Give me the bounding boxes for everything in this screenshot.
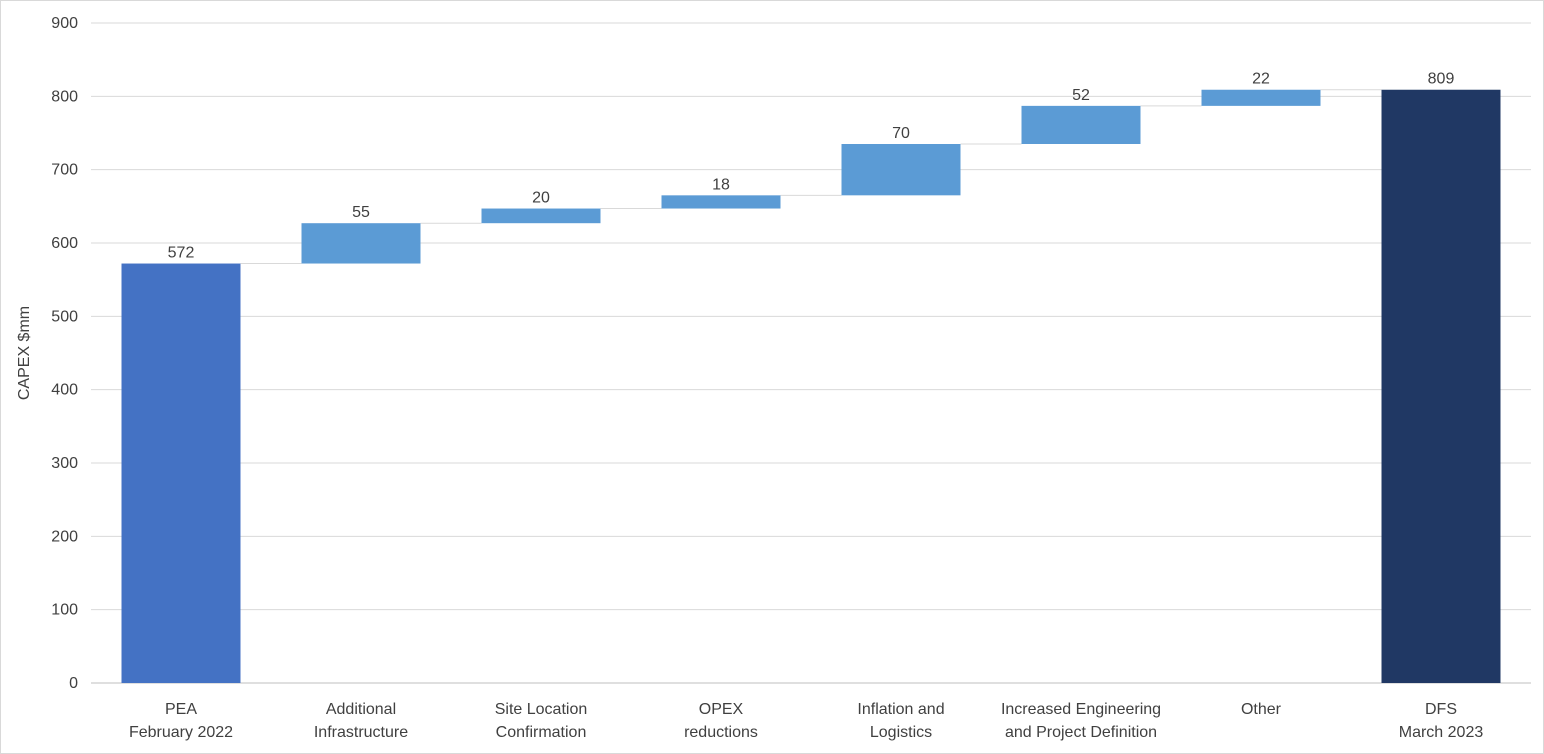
bar (1381, 89, 1501, 683)
data-label: 22 (1252, 71, 1270, 88)
x-category-label-line: Increased Engineering (1001, 701, 1161, 718)
x-category-label-line: and Project Definition (1005, 724, 1157, 741)
y-tick-label: 500 (51, 308, 78, 325)
y-axis-title: CAPEX $mm (16, 306, 33, 400)
y-tick-label: 100 (51, 602, 78, 619)
x-category-label: Inflation and Logistics (857, 701, 944, 741)
x-category-label-line: March 2023 (1399, 724, 1484, 741)
data-label: 20 (532, 190, 550, 207)
x-category-label-line: Inflation and (857, 701, 944, 718)
bar (121, 263, 241, 683)
x-category-label-line: Confirmation (496, 724, 587, 741)
y-tick-label: 700 (51, 162, 78, 179)
data-label: 55 (352, 204, 370, 221)
bar (1021, 105, 1141, 144)
y-tick-label: 600 (51, 235, 78, 252)
x-category-label-line: Site Location (495, 701, 588, 718)
x-axis-labels: PEA February 2022 Additional Infrastructure… (129, 701, 1483, 741)
gridlines (91, 22, 1531, 684)
x-category-label: Site Location Confirmation (495, 701, 588, 741)
x-category-label-line: Infrastructure (314, 724, 408, 741)
data-labels: 572 55 20 18 70 52 22 809 (168, 71, 1455, 262)
data-label: 70 (892, 125, 910, 142)
x-category-label: Increased Engineering and Project Definit… (1001, 701, 1161, 741)
x-category-label-line: Logistics (870, 724, 932, 741)
x-category-label: Additional Infrastructure (314, 701, 408, 741)
bar (661, 195, 781, 209)
data-label: 809 (1428, 71, 1455, 88)
y-tick-label: 900 (51, 15, 78, 32)
bar (481, 208, 601, 224)
x-category-label-line: Additional (326, 701, 396, 718)
bar (841, 144, 961, 196)
data-label: 572 (168, 245, 195, 262)
y-tick-label: 800 (51, 88, 78, 105)
data-label: 18 (712, 176, 730, 193)
y-tick-label: 0 (69, 675, 78, 692)
bar (301, 223, 421, 264)
y-axis-ticks: 0 100 200 300 400 500 600 700 800 900 (51, 15, 78, 692)
x-category-label: DFS March 2023 (1399, 701, 1484, 741)
x-category-label-line: PEA (165, 701, 197, 718)
y-tick-label: 400 (51, 382, 78, 399)
y-tick-label: 300 (51, 455, 78, 472)
x-category-label: OPEX reductions (684, 701, 758, 741)
x-category-label: Other (1241, 701, 1282, 718)
x-category-label-line: Other (1241, 701, 1282, 718)
bars (121, 89, 1501, 683)
x-category-label-line: DFS (1425, 701, 1457, 718)
x-category-label-line: OPEX (699, 701, 744, 718)
y-tick-label: 200 (51, 528, 78, 545)
x-category-label-line: reductions (684, 724, 758, 741)
data-label: 52 (1072, 87, 1090, 104)
x-category-label: PEA February 2022 (129, 701, 233, 741)
bar (1201, 89, 1321, 106)
connector-lines (240, 89, 1382, 265)
x-category-label-line: February 2022 (129, 724, 233, 741)
